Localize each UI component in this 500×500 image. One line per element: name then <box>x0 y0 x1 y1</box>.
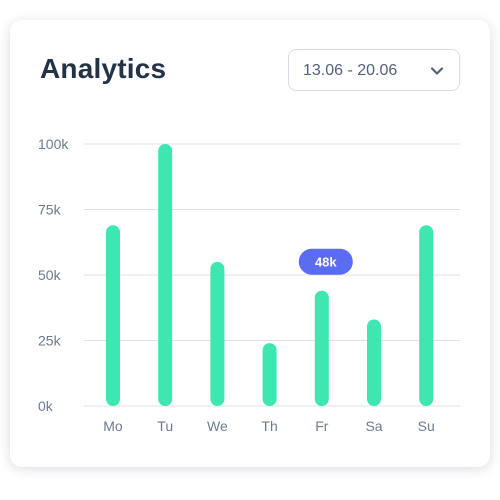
date-range-value: 13.06 - 20.06 <box>303 62 398 79</box>
x-tick-label: We <box>207 418 228 434</box>
bar <box>158 144 173 406</box>
y-tick-label: 50k <box>38 267 62 283</box>
x-tick-label: Th <box>261 418 277 434</box>
date-range-dropdown[interactable]: 13.06 - 20.06 <box>288 49 460 91</box>
y-tick-label: 0k <box>38 398 54 414</box>
x-tick-label: Fr <box>315 418 329 434</box>
chevron-down-icon <box>430 67 444 75</box>
page-title: Analytics <box>40 53 167 84</box>
value-tooltip <box>298 248 353 275</box>
x-tick-label: Tu <box>157 418 173 434</box>
bar <box>419 225 434 406</box>
bar <box>367 319 381 406</box>
y-tick-label: 25k <box>38 333 62 349</box>
bar <box>314 290 329 406</box>
x-tick-label: Sa <box>365 418 382 434</box>
analytics-card: Analytics 13.06 - 20.06 <box>10 20 490 467</box>
y-tick-label: 75k <box>38 202 62 218</box>
y-tick-label: 100k <box>38 136 69 152</box>
bar <box>262 343 277 406</box>
x-tick-label: Mo <box>103 418 123 434</box>
x-tick-label: Su <box>418 418 435 434</box>
bar <box>210 261 225 406</box>
bar <box>106 225 120 406</box>
value-tooltip-label: 48k <box>315 255 337 270</box>
